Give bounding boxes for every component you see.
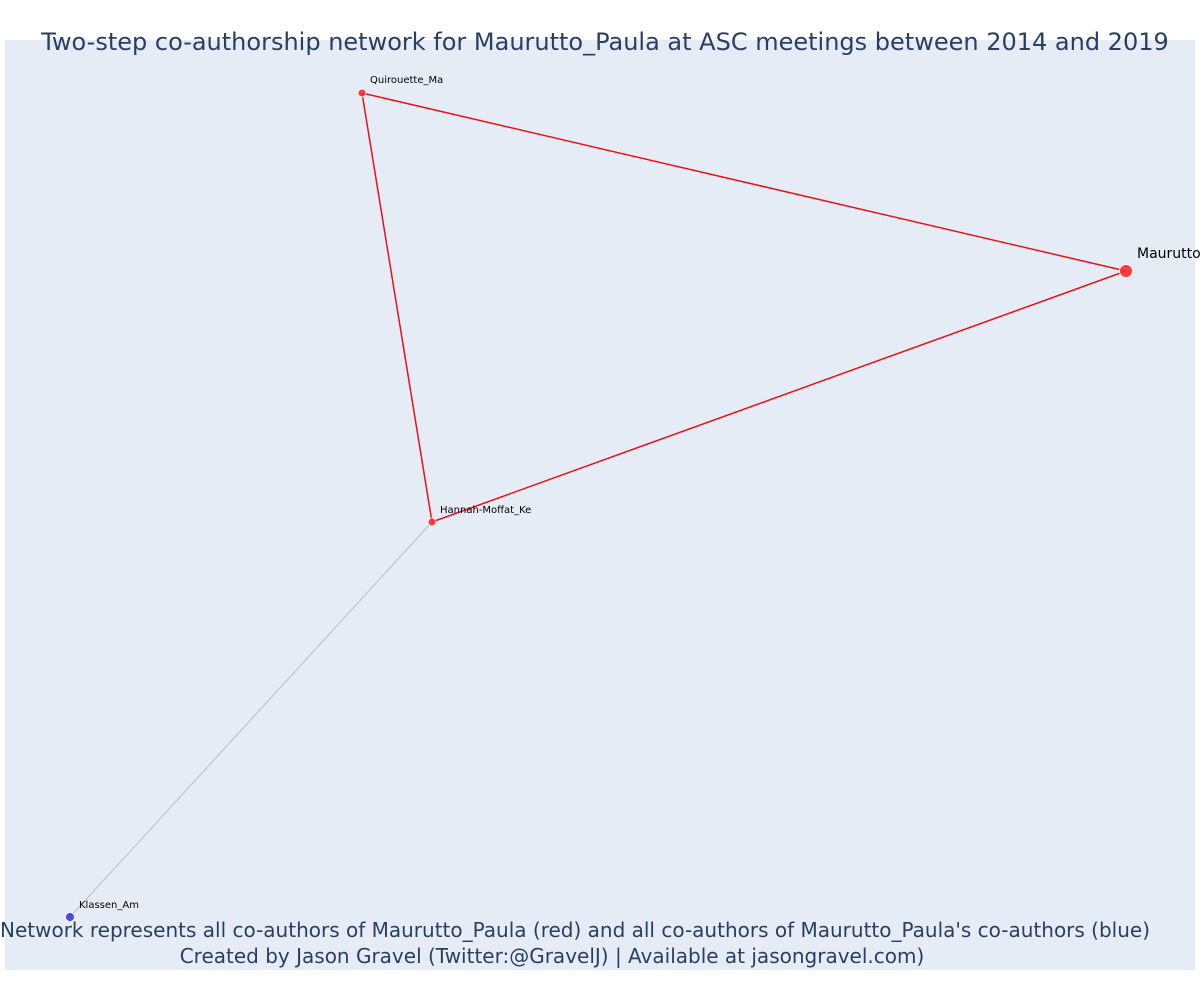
edges-layer xyxy=(69,92,1127,918)
edge-quirouette-hannah xyxy=(361,92,433,523)
edge-hannah-klassen xyxy=(69,521,433,918)
node-klassen[interactable] xyxy=(65,912,75,922)
edge-quirouette-maurutto xyxy=(361,92,1127,272)
caption-line-1: Network represents all co-authors of Mau… xyxy=(0,918,1151,942)
node-maurutto[interactable] xyxy=(1119,264,1133,278)
chart-title: Two-step co-authorship network for Mauru… xyxy=(41,28,1169,56)
node-hannah[interactable] xyxy=(427,517,437,527)
nodes-layer xyxy=(65,88,1133,922)
labels-layer: Maurutto_Paula Quirouette_Ma Hannah-Moffat… xyxy=(79,75,1200,911)
node-label-hannah: Hannah-Moffat_Ke xyxy=(440,505,531,516)
plot-area xyxy=(5,40,1195,970)
caption-line-2: Created by Jason Gravel (Twitter:@Gravel… xyxy=(179,944,925,968)
node-label-quirouette: Quirouette_Ma xyxy=(370,75,443,86)
node-label-klassen: Klassen_Am xyxy=(79,900,139,911)
edge-hannah-maurutto xyxy=(431,270,1127,523)
node-quirouette[interactable] xyxy=(357,88,367,98)
node-label-maurutto: Maurutto_Paula xyxy=(1137,246,1200,262)
